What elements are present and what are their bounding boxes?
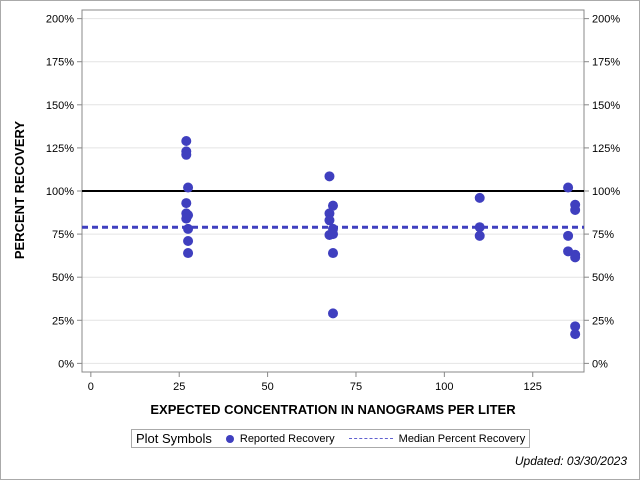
data-point (183, 248, 194, 259)
y-tick-label: 0% (58, 358, 74, 370)
point-symbol-icon (225, 434, 234, 443)
data-point (324, 208, 335, 219)
x-axis-label: EXPECTED CONCENTRATION IN NANOGRAMS PER … (150, 402, 516, 417)
data-point (181, 136, 192, 147)
data-point (570, 252, 581, 263)
x-tick-label: 75 (350, 381, 362, 393)
y-tick-label-right: 200% (592, 14, 620, 26)
data-point (474, 222, 485, 233)
y-tick-label: 150% (46, 100, 74, 112)
data-point (181, 198, 192, 209)
y-tick-label: 25% (52, 315, 74, 327)
legend-title: Plot Symbols (136, 431, 212, 446)
y-tick-label-right: 125% (592, 143, 620, 155)
data-point (183, 235, 194, 246)
y-tick-label: 175% (46, 57, 74, 69)
data-point (181, 149, 192, 160)
y-tick-label: 50% (52, 272, 74, 284)
y-tick-label: 125% (46, 143, 74, 155)
y-tick-label: 100% (46, 186, 74, 198)
data-point (570, 204, 581, 215)
data-point (328, 308, 338, 319)
x-tick-label: 25 (173, 381, 185, 393)
y-tick-label: 75% (52, 229, 74, 241)
x-tick-label: 0 (88, 381, 94, 393)
data-point (474, 230, 485, 241)
data-point (183, 182, 194, 193)
y-tick-label-right: 0% (592, 358, 608, 370)
data-point (563, 182, 574, 193)
y-axis-label: PERCENT RECOVERY (12, 121, 27, 260)
x-tick-label: 100 (435, 381, 453, 393)
y-tick-label-right: 25% (592, 315, 614, 327)
x-tick-label: 50 (261, 381, 273, 393)
dashed-line-icon (348, 438, 393, 439)
y-tick-label: 200% (46, 14, 74, 26)
data-point (570, 321, 581, 332)
legend-item-reported: Reported Recovery (239, 432, 335, 445)
data-point (324, 171, 335, 182)
data-point (183, 223, 194, 234)
y-tick-label-right: 75% (592, 229, 614, 241)
data-point (328, 200, 338, 211)
legend: Plot Symbols Reported Recovery Median Pe… (131, 429, 531, 448)
x-tick-label: 125 (524, 381, 542, 393)
data-point (328, 229, 338, 240)
y-tick-label-right: 150% (592, 100, 620, 112)
legend-item-median: Median Percent Recovery (398, 432, 526, 445)
updated-date: Updated: 03/30/2023 (514, 454, 627, 468)
data-point (570, 329, 581, 340)
data-point (563, 230, 574, 241)
y-tick-label-right: 100% (592, 186, 620, 198)
data-point (181, 213, 192, 224)
y-tick-label-right: 50% (592, 272, 614, 284)
data-point (324, 215, 335, 226)
y-tick-label-right: 175% (592, 57, 620, 69)
data-point (474, 192, 485, 203)
data-point (328, 248, 338, 259)
